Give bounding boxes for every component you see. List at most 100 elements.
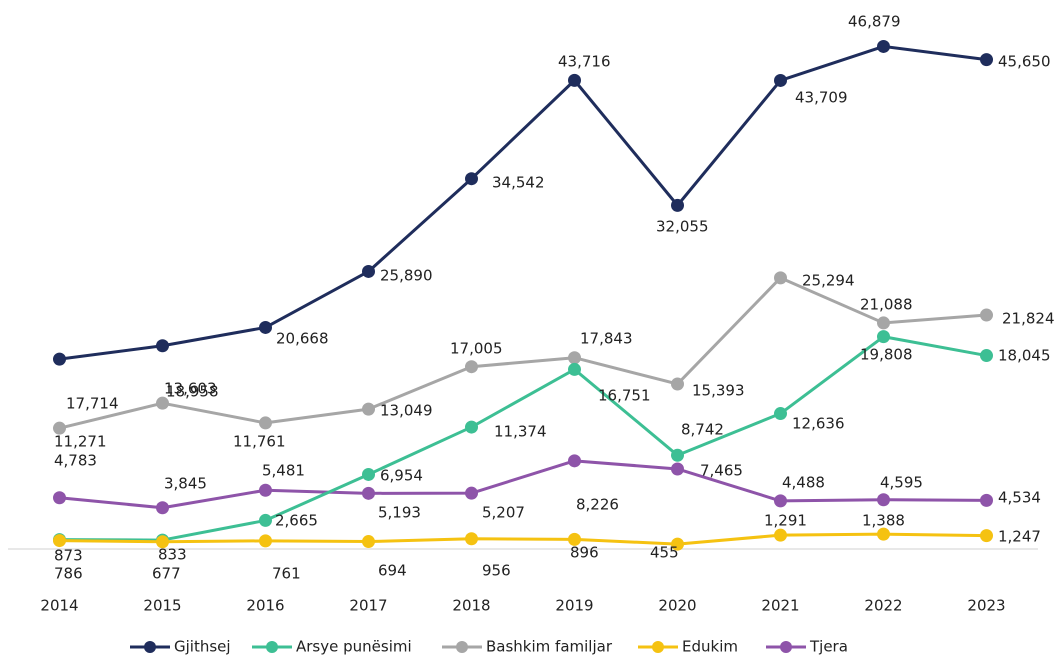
data-point (362, 402, 375, 416)
data-point (465, 172, 478, 186)
data-label: 761 (272, 565, 301, 583)
x-tick-label: 2022 (864, 597, 902, 615)
data-point (980, 529, 993, 543)
data-point (671, 198, 684, 212)
data-label: 5,207 (482, 504, 525, 522)
data-point (877, 493, 890, 507)
data-point (465, 532, 478, 546)
legend-label: Arsye punësimi (296, 638, 412, 655)
data-label: 13,049 (380, 402, 433, 420)
data-point (156, 396, 169, 410)
data-label: 43,709 (795, 89, 848, 107)
data-point (980, 308, 993, 322)
data-point (259, 320, 272, 334)
data-point (568, 73, 581, 87)
series (53, 527, 993, 551)
data-point (259, 513, 272, 527)
data-label: 11,761 (233, 433, 286, 451)
legend-item: Edukim (638, 638, 738, 655)
data-label: 25,890 (380, 267, 433, 285)
series-line (59, 335, 987, 542)
data-point (980, 349, 993, 363)
data-point (156, 535, 169, 549)
data-label: 18,958 (166, 383, 219, 401)
data-point (671, 462, 684, 476)
series-line (59, 276, 987, 430)
data-label: 19,808 (860, 346, 913, 364)
data-label: 13,603 (164, 380, 217, 398)
data-label: 1,291 (764, 512, 807, 530)
data-point (362, 535, 375, 549)
data-point (774, 271, 787, 285)
data-label: 25,294 (802, 272, 855, 290)
data-label: 43,716 (558, 53, 611, 71)
data-point (259, 534, 272, 548)
data-point (362, 486, 375, 500)
x-tick-label: 2014 (40, 597, 78, 615)
data-point (465, 420, 478, 434)
data-label: 833 (158, 546, 187, 564)
data-point (671, 377, 684, 391)
data-point (980, 53, 993, 67)
x-tick-label: 2018 (452, 597, 490, 615)
data-label: 956 (482, 562, 511, 580)
data-label: 17,843 (580, 330, 633, 348)
data-label: 694 (378, 562, 407, 580)
data-point (156, 501, 169, 515)
data-point (53, 421, 66, 435)
data-label: 15,393 (692, 382, 745, 400)
data-label: 4,488 (782, 474, 825, 492)
data-point (671, 537, 684, 551)
data-label: 786 (54, 565, 83, 583)
data-label: 8,226 (576, 496, 619, 514)
series (53, 271, 993, 435)
data-label: 11,374 (494, 423, 547, 441)
data-label: 18,045 (998, 347, 1051, 365)
series (53, 39, 993, 366)
data-point (568, 532, 581, 546)
legend-label: Tjera (809, 638, 848, 655)
data-point (465, 486, 478, 500)
series (53, 454, 993, 515)
data-label: 32,055 (656, 218, 709, 236)
data-label: 4,595 (880, 474, 923, 492)
data-point (774, 528, 787, 542)
legend-item: Tjera (766, 638, 848, 655)
data-label: 46,879 (848, 13, 901, 31)
data-point (53, 534, 66, 548)
data-label: 4,534 (998, 489, 1041, 507)
x-tick-label: 2020 (658, 597, 696, 615)
data-label: 3,845 (164, 475, 207, 493)
data-label: 1,388 (862, 512, 905, 530)
x-tick-label: 2021 (761, 597, 799, 615)
series-line (59, 459, 987, 510)
data-label: 11,271 (54, 433, 107, 451)
legend-label: Gjithsej (174, 638, 231, 655)
data-point (774, 407, 787, 421)
data-label: 17,005 (450, 340, 503, 358)
data-point (774, 73, 787, 87)
series-line (59, 532, 987, 546)
legend-item: Gjithsej (130, 638, 231, 655)
data-label: 7,465 (700, 462, 743, 480)
data-point (671, 448, 684, 462)
data-point (877, 316, 890, 330)
data-label: 4,783 (54, 452, 97, 470)
data-point (259, 416, 272, 430)
data-point (774, 494, 787, 508)
x-tick-label: 2016 (246, 597, 284, 615)
data-point (53, 352, 66, 366)
data-label: 20,668 (276, 330, 329, 348)
x-tick-label: 2023 (967, 597, 1005, 615)
data-label: 1,247 (998, 528, 1041, 546)
legend-label: Bashkim familjar (486, 638, 613, 655)
data-label: 12,636 (792, 415, 845, 433)
data-point (362, 467, 375, 481)
data-point (568, 362, 581, 376)
x-tick-label: 2019 (555, 597, 593, 615)
data-label: 873 (54, 547, 83, 565)
data-label: 677 (152, 565, 181, 583)
legend-swatch-marker (652, 641, 664, 653)
legend-item: Arsye punësimi (252, 638, 412, 655)
